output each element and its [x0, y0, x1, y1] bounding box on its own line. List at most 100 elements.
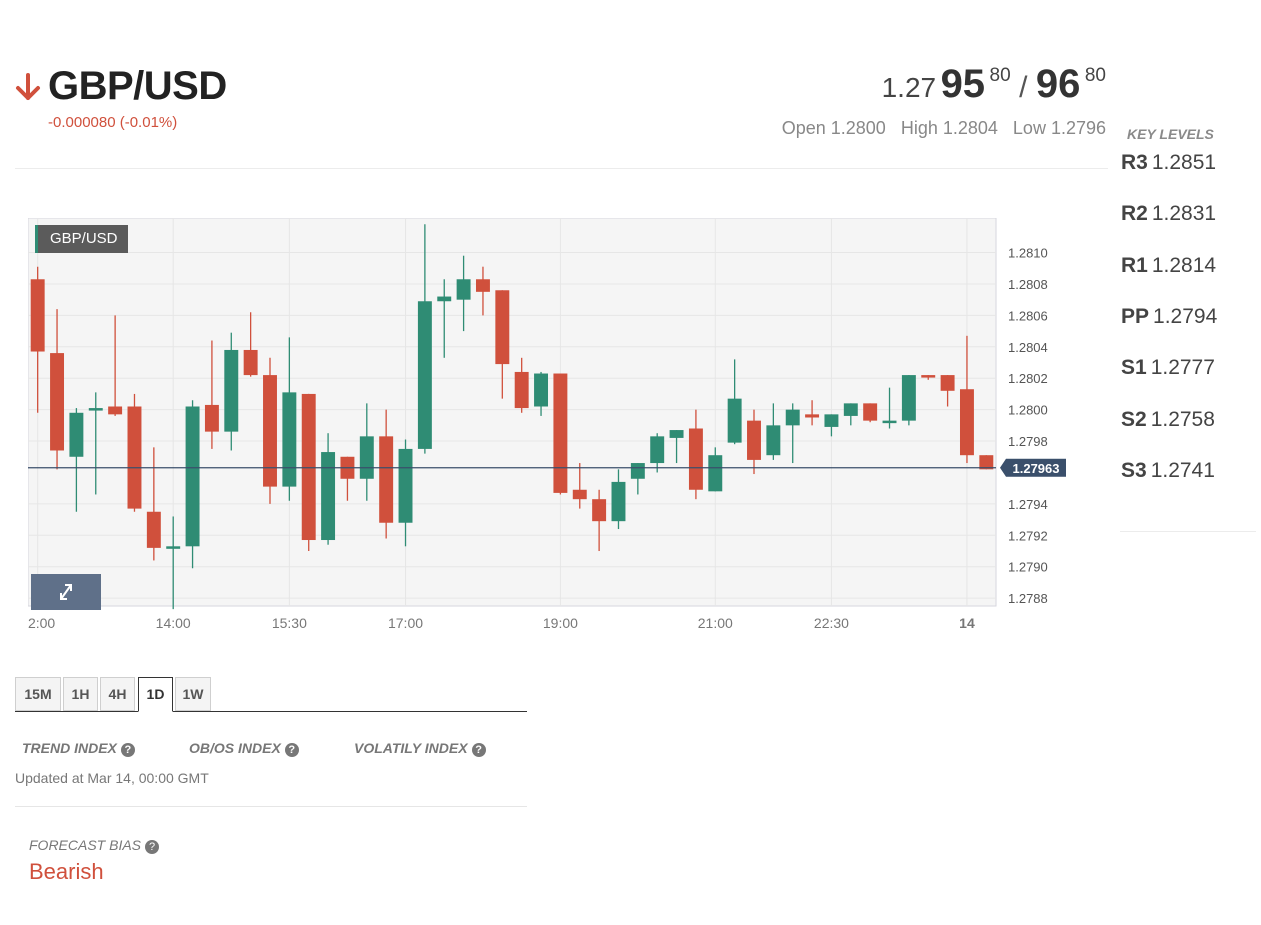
candle-body	[534, 373, 549, 407]
candle-body	[805, 414, 820, 418]
price-chart[interactable]: 1.2810 1.2808 1.2806 1.2804 1.2802 1.2800 1.27…	[20, 217, 1068, 638]
x-tick-label: 22:30	[814, 615, 849, 631]
key-level-r2: R2 1.2831	[1121, 202, 1216, 226]
bid-fraction: 80	[989, 65, 1011, 86]
x-tick-label: 15:30	[272, 615, 307, 631]
candle-body	[882, 420, 897, 424]
obos-index: OB/OS INDEX?	[189, 740, 299, 757]
candle-body	[359, 436, 374, 479]
candle-body	[475, 279, 490, 292]
candle-body	[243, 349, 258, 376]
expand-chart-button[interactable]	[31, 574, 101, 610]
candle-body	[282, 392, 297, 487]
expand-icon	[60, 584, 72, 600]
candle-body	[321, 452, 336, 541]
tab-4h[interactable]: 4H	[100, 677, 135, 711]
last-price-pointer	[1000, 458, 1006, 477]
candle-body	[224, 349, 239, 432]
y-tick-label: 1.2800	[1008, 403, 1048, 418]
x-tick-label: 21:00	[698, 615, 733, 631]
candle-body	[50, 353, 65, 451]
tab-1w[interactable]: 1W	[175, 677, 211, 711]
y-tick-label: 1.2804	[1008, 340, 1048, 355]
bid-ask-quote: 1.27 95 80 / 96 80	[882, 62, 1106, 107]
candle-body	[650, 436, 665, 464]
candle-body	[921, 375, 936, 378]
x-tick-label: 14:00	[156, 615, 191, 631]
candle-body	[166, 546, 181, 549]
timeframe-tabs: 15M 1H 4H 1D 1W	[15, 677, 527, 712]
key-level-label: S3	[1121, 459, 1147, 482]
candle-body	[863, 403, 878, 421]
candle-body	[611, 481, 626, 522]
open-value: Open 1.2800	[781, 118, 886, 138]
candle-body	[263, 375, 277, 487]
low-value: Low 1.2796	[1012, 118, 1106, 138]
divider	[15, 806, 527, 807]
key-level-r3: R3 1.2851	[1121, 151, 1216, 175]
x-tick-label: 19:00	[543, 615, 578, 631]
key-level-value: 1.2794	[1153, 305, 1218, 328]
candle-body	[146, 511, 161, 548]
candle-body	[592, 499, 607, 522]
candle-body	[843, 403, 858, 416]
key-level-value: 1.2741	[1150, 459, 1215, 482]
forecast-bias-label: FORECAST BIAS	[29, 837, 142, 853]
key-level-value: 1.2777	[1150, 356, 1215, 379]
key-levels-panel: KEY LEVELS R3 1.2851 R2 1.2831 R1 1.2814 PP…	[1120, 126, 1256, 532]
candle-body	[553, 373, 568, 493]
trend-index: TREND INDEX?	[22, 740, 135, 757]
bid-pips: 95	[940, 62, 986, 106]
candle-body	[785, 409, 800, 426]
key-levels-title: KEY LEVELS	[1127, 126, 1214, 142]
candle-body	[379, 436, 394, 523]
y-tick-label: 1.2798	[1008, 434, 1048, 449]
instrument-symbol: GBP/USD	[48, 64, 227, 108]
obos-index-label: OB/OS INDEX	[189, 740, 281, 756]
candle-body	[669, 430, 684, 438]
candle-body	[940, 375, 955, 391]
y-tick-label: 1.2794	[1008, 497, 1048, 512]
candle-body	[514, 371, 529, 409]
y-tick-label: 1.2790	[1008, 560, 1048, 575]
arrow-down-icon	[16, 73, 40, 100]
tab-1d[interactable]: 1D	[138, 677, 173, 712]
instrument-header: GBP/USD -0.000080 (-0.01%) 1.27 95 80 / …	[15, 60, 1108, 169]
candlestick-chart[interactable]: 1.2810 1.2808 1.2806 1.2804 1.2802 1.2800 1.27…	[20, 217, 1068, 638]
price-change: -0.000080 (-0.01%)	[48, 114, 178, 131]
candle-body	[688, 428, 703, 490]
key-level-s2: S2 1.2758	[1121, 408, 1215, 432]
key-level-label: PP	[1121, 305, 1150, 328]
candle-body	[108, 406, 123, 415]
help-icon[interactable]: ?	[145, 840, 160, 854]
candle-body	[959, 389, 974, 456]
y-tick-label: 1.2810	[1008, 246, 1048, 261]
key-level-label: R1	[1121, 254, 1148, 277]
last-price-badge	[1006, 458, 1066, 477]
key-level-value: 1.2814	[1151, 254, 1217, 277]
candle-body	[185, 406, 200, 547]
candle-body	[88, 408, 103, 411]
volatility-index: VOLATILY INDEX?	[354, 740, 486, 757]
x-tick-label: 14	[959, 615, 975, 631]
tab-15m[interactable]: 15M	[15, 677, 61, 711]
help-icon[interactable]: ?	[120, 743, 135, 757]
high-value: High 1.2804	[900, 118, 998, 138]
candle-body	[437, 296, 452, 302]
tab-1h[interactable]: 1H	[63, 677, 98, 711]
open-high-low: Open 1.2800 High 1.2804 Low 1.2796	[772, 118, 1106, 139]
volatility-index-label: VOLATILY INDEX	[354, 740, 468, 756]
candle-body	[456, 279, 471, 300]
key-level-value: 1.2831	[1151, 202, 1217, 225]
candle-body	[901, 375, 916, 421]
candle-body	[727, 398, 742, 443]
key-level-s1: S1 1.2777	[1121, 356, 1215, 380]
help-icon[interactable]: ?	[471, 743, 486, 757]
updated-timestamp: Updated at Mar 14, 00:00 GMT	[15, 770, 209, 786]
candle-body	[30, 279, 45, 352]
x-tick-label: 17:00	[388, 615, 423, 631]
candle-body	[69, 412, 84, 457]
key-level-value: 1.2758	[1150, 408, 1215, 431]
candle-body	[417, 301, 432, 449]
help-icon[interactable]: ?	[284, 743, 299, 757]
